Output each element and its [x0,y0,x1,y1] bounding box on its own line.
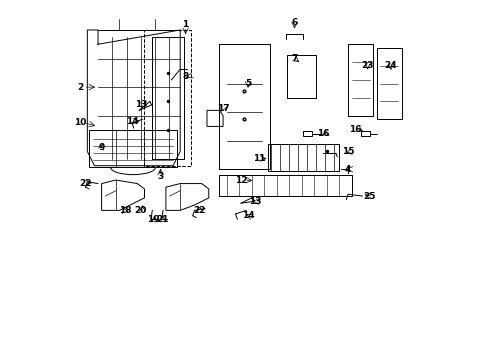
Text: 21: 21 [156,215,168,224]
Text: 25: 25 [363,192,375,201]
Text: 11: 11 [252,154,264,163]
Text: 1: 1 [182,20,188,29]
Text: 20: 20 [134,206,147,215]
Text: 12: 12 [234,176,246,185]
Text: 5: 5 [244,79,251,88]
Text: 13: 13 [248,197,261,206]
Text: 22: 22 [79,179,92,188]
Text: 16: 16 [316,129,328,138]
Text: 8: 8 [182,72,188,81]
Text: 24: 24 [384,61,396,70]
Bar [267,144,339,171]
Text: 17: 17 [216,104,229,113]
Text: 18: 18 [118,206,131,215]
Text: 7: 7 [291,54,297,63]
Text: 14: 14 [125,117,138,126]
Text: 22: 22 [193,206,205,215]
Text: 14: 14 [241,211,254,220]
Text: 10: 10 [74,118,86,127]
Text: 15: 15 [341,147,354,156]
Text: 4: 4 [344,165,350,174]
Text: 16: 16 [348,126,361,135]
Text: 13: 13 [134,100,147,109]
Text: 3: 3 [157,172,163,181]
Text: 6: 6 [291,18,297,27]
Text: 19: 19 [147,215,160,224]
Text: 23: 23 [361,61,373,70]
Text: 2: 2 [77,83,83,92]
Text: 9: 9 [98,143,104,152]
